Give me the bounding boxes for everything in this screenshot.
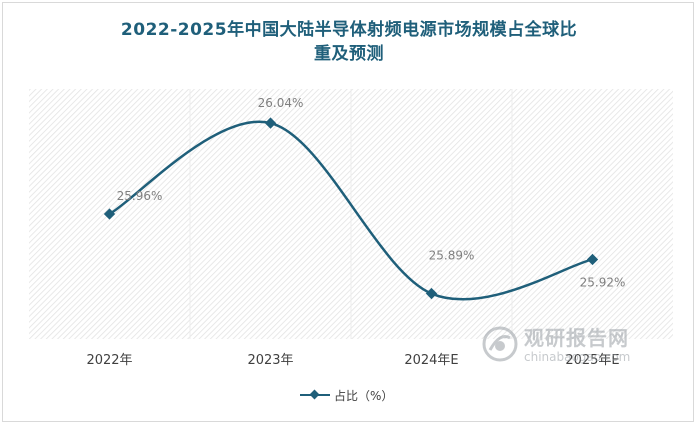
data-label: 25.96%	[117, 189, 163, 203]
x-tick-label: 2025年E	[565, 353, 619, 368]
data-label: 25.92%	[580, 275, 626, 289]
watermark: 观研报告网 chinabaogao.com	[478, 322, 658, 370]
watermark-logo-icon	[482, 326, 518, 362]
watermark-text-cn: 观研报告网	[524, 326, 629, 350]
chart-title-line2: 重及预测	[314, 44, 384, 64]
x-axis-tick-labels: 2022年 2023年 2024年E 2025年E	[86, 353, 619, 368]
x-tick-label: 2024年E	[404, 353, 458, 368]
x-tick-label: 2023年	[247, 353, 293, 368]
legend-swatch	[300, 389, 330, 401]
chart-title: 2022-2025年中国大陆半导体射频电源市场规模占全球比 重及预测	[0, 18, 698, 66]
data-label: 25.89%	[429, 249, 475, 263]
data-labels: 25.96% 26.04% 25.89% 25.92%	[117, 96, 626, 289]
chart-title-line1: 2022-2025年中国大陆半导体射频电源市场规模占全球比	[120, 20, 578, 40]
category-gridlines	[189, 89, 513, 339]
legend-label: 占比（%）	[334, 388, 394, 403]
series-line-share	[108, 120, 593, 301]
legend: 占比（%）	[300, 386, 393, 404]
watermark-text-en: chinabaogao.com	[524, 350, 631, 364]
data-label: 26.04%	[258, 96, 304, 110]
data-point-marker	[425, 287, 438, 300]
x-tick-label: 2022年	[86, 353, 132, 368]
